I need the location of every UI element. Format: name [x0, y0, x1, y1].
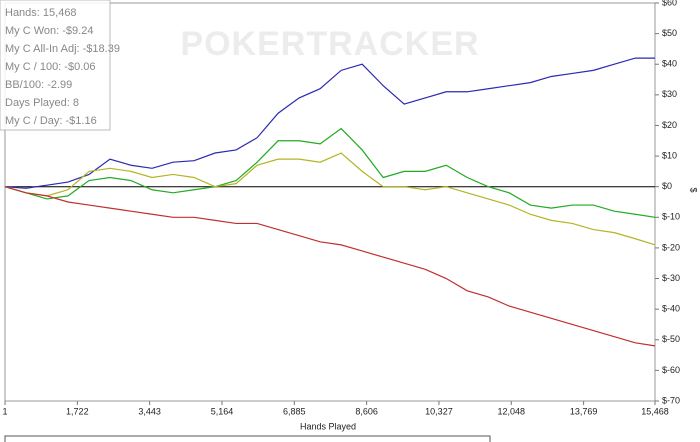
x-tick-label: 10,327 — [425, 406, 453, 416]
watermark: POKERTRACKER — [180, 25, 479, 63]
x-tick-label: 6,885 — [283, 406, 306, 416]
y-tick-label: $-30 — [662, 273, 680, 283]
y-tick-label: $50 — [662, 28, 677, 38]
y-tick-label: $-20 — [662, 242, 680, 252]
stat-line: My C / Day: -$1.16 — [5, 115, 97, 127]
stat-line: My C All-In Adj: -$18.39 — [5, 43, 120, 55]
y-tick-label: $-40 — [662, 304, 680, 314]
y-tick-label: $-50 — [662, 334, 680, 344]
y-tick-label: $30 — [662, 89, 677, 99]
stat-line: My C / 100: -$0.06 — [5, 61, 96, 73]
y-tick-label: $-10 — [662, 212, 680, 222]
x-tick-label: 8,606 — [355, 406, 378, 416]
series-line — [4, 186, 656, 347]
x-tick-label: 1,722 — [66, 406, 89, 416]
x-tick-label: 1 — [2, 406, 7, 416]
y-tick-label: $20 — [662, 120, 677, 130]
stat-line: My C Won: -$9.24 — [5, 25, 93, 37]
series-line — [4, 152, 656, 246]
y-tick-label: $0 — [662, 181, 672, 191]
x-tick-label: 5,164 — [211, 406, 234, 416]
y-tick-label: $-70 — [662, 395, 680, 405]
series-line — [4, 57, 655, 189]
stats-box-bg — [0, 0, 111, 131]
stats-box: Hands: 15,468 My C Won: -$9.24 My C All-In… — [0, 0, 120, 131]
y-tick-label: $-60 — [662, 365, 680, 375]
legend-box — [4, 435, 491, 442]
stat-line: BB/100: -2.99 — [5, 79, 72, 91]
x-tick-label: 12,048 — [498, 406, 526, 416]
stat-line: Hands: 15,468 — [5, 7, 77, 19]
y-tick-label: $10 — [662, 150, 677, 160]
stat-line: Days Played: 8 — [5, 97, 79, 109]
x-tick-label: 13,769 — [570, 406, 598, 416]
y-tick-label: $60 — [662, 0, 677, 7]
series-line — [4, 127, 656, 218]
y-axis-label: $ — [689, 187, 699, 192]
x-tick-label: 3,443 — [138, 406, 161, 416]
x-axis-label: Hands Played — [300, 421, 356, 431]
x-tick-label: 15,468 — [641, 406, 669, 416]
y-tick-label: $40 — [662, 59, 677, 69]
plot-area — [4, 2, 656, 402]
